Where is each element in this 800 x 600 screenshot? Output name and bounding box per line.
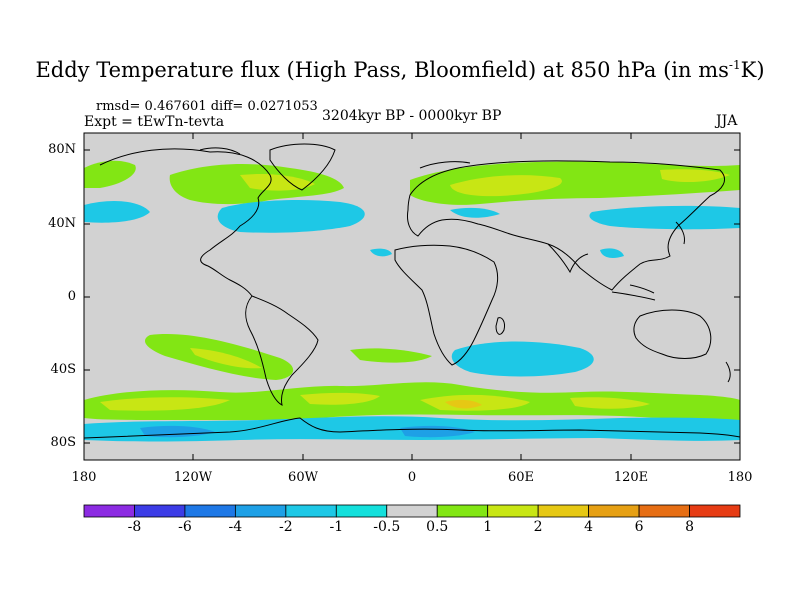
- lat-label-40n: 40N: [48, 216, 76, 231]
- lon-label-120w: 120W: [173, 470, 213, 485]
- coast-japan: [675, 221, 685, 245]
- colorbar-label: 2: [533, 519, 543, 535]
- coast-new-zealand: [725, 361, 731, 383]
- lon-label-0: 0: [407, 470, 417, 485]
- colorbar-label: 4: [584, 519, 594, 535]
- coast-africa: [394, 244, 499, 366]
- lon-label-60w: 60W: [288, 470, 318, 485]
- lon-ticks: [83, 133, 741, 460]
- colorbar-label: -8: [127, 519, 142, 535]
- colorbar-label: -0.5: [373, 519, 401, 535]
- coast-arctic-islands: [199, 147, 471, 169]
- colorbar-label: -4: [228, 519, 243, 535]
- field-cyan-small-3: [600, 248, 624, 258]
- field-blue-antarctic-1: [140, 425, 215, 438]
- coast-south-america: [245, 295, 319, 406]
- colorbar-swatch: [436, 504, 489, 518]
- colorbar-swatch: [487, 504, 539, 518]
- field-cyan-small-1: [450, 207, 500, 218]
- flux-field: [84, 160, 740, 442]
- colorbar-label: 6: [634, 519, 644, 535]
- field-cyan-small-2: [370, 248, 392, 257]
- field-green-nh-pacific: [84, 160, 136, 188]
- coast-antarctica: [84, 417, 740, 439]
- colorbar-label: 1: [483, 519, 493, 535]
- colorbar-swatch: [588, 504, 640, 518]
- field-yellow-nh-3: [660, 169, 730, 183]
- field-yellow-sh-pacific: [190, 348, 262, 369]
- colorbar-swatch: [537, 504, 590, 518]
- colorbar-swatch: [134, 504, 186, 518]
- lat-label-0: 0: [67, 289, 76, 304]
- field-cyan-nh-atlantic: [217, 200, 365, 233]
- lon-label-180e: 180: [727, 470, 753, 485]
- colorbar-swatch: [335, 504, 388, 518]
- field-green-so-main: [84, 382, 740, 421]
- colorbar-swatch: [386, 504, 438, 518]
- colorbar-label: 8: [685, 519, 694, 535]
- colorbar-label: -6: [178, 519, 192, 535]
- period-label: 3204kyr BP - 0000kyr BP: [322, 108, 502, 124]
- lat-label-80n: 80N: [48, 142, 76, 157]
- field-yellow-nh-2: [450, 175, 562, 197]
- coast-madagascar: [495, 317, 505, 335]
- colorbar-swatch: [83, 504, 135, 518]
- experiment-label: Expt = tEwTn-tevta: [84, 114, 225, 130]
- colorbar-swatch: [184, 504, 236, 518]
- field-orange-so: [445, 399, 482, 409]
- coastlines: [84, 143, 740, 439]
- lon-label-120e: 120E: [613, 470, 649, 485]
- colorbar-label: -2: [279, 519, 293, 535]
- lat-label-80s: 80S: [50, 435, 76, 450]
- field-cyan-nh-pacific: [84, 200, 150, 223]
- coast-north-america: [99, 148, 272, 297]
- colorbar-swatch: [285, 504, 337, 518]
- field-yellow-so-4: [570, 397, 650, 409]
- field-yellow-nh-1: [240, 174, 315, 191]
- field-yellow-so-2: [300, 392, 380, 405]
- colorbar: [83, 504, 741, 518]
- coast-indonesia: [611, 284, 656, 301]
- coast-india: [547, 243, 589, 274]
- lat-ticks: [84, 149, 740, 444]
- lon-label-60e: 60E: [507, 470, 535, 485]
- lon-label-180w: 180: [71, 470, 97, 485]
- field-cyan-sh-africa: [451, 341, 594, 377]
- coast-greenland: [269, 143, 336, 191]
- coast-australia: [633, 309, 712, 359]
- colorbar-swatch: [689, 504, 741, 518]
- field-blue-antarctic-2: [400, 425, 475, 438]
- stats-label: rmsd= 0.467601 diff= 0.0271053: [96, 99, 318, 114]
- season-label: JJA: [716, 113, 738, 129]
- colorbar-label: -1: [329, 519, 344, 535]
- colorbar-swatch: [234, 504, 287, 518]
- figure-title: Eddy Temperature flux (High Pass, Bloomf…: [35, 58, 765, 82]
- colorbar-swatch: [638, 504, 690, 518]
- coast-europe-asia: [407, 160, 725, 291]
- field-green-sh-indian: [350, 348, 432, 363]
- colorbar-label: 0.5: [426, 519, 449, 535]
- lat-label-40s: 40S: [50, 362, 76, 377]
- field-yellow-so-1: [100, 397, 230, 411]
- field-cyan-nh-asia: [589, 205, 740, 230]
